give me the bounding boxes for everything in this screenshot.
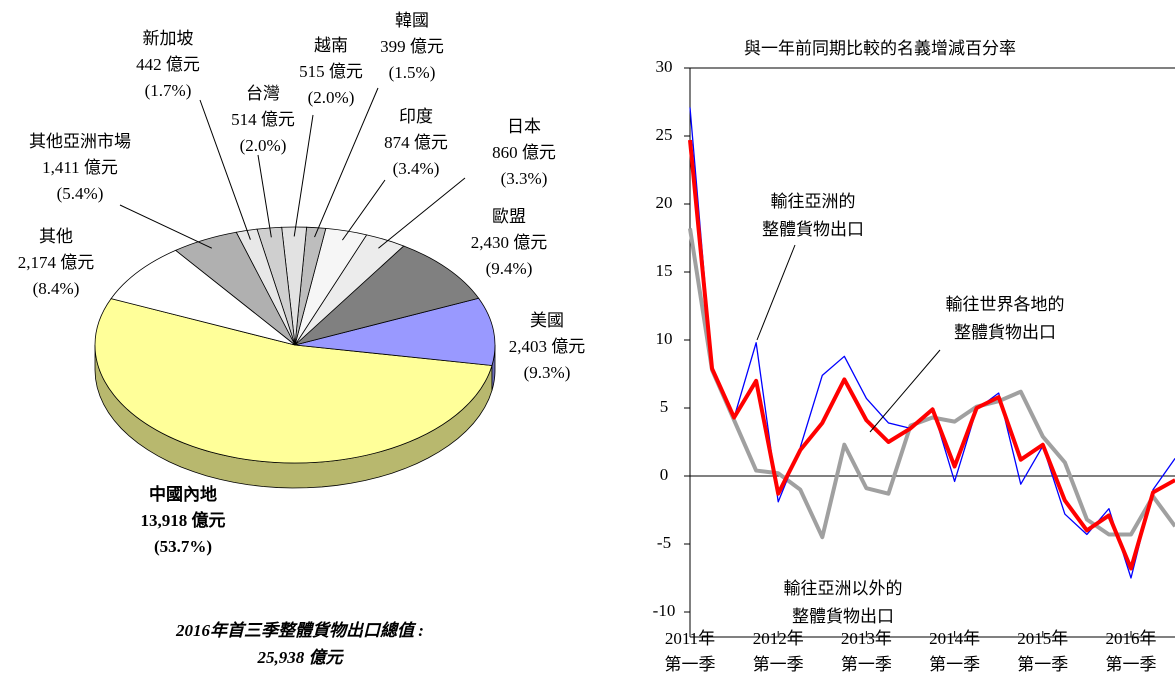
pie-slice xyxy=(294,297,496,366)
slice-percent-label: (53.7%) xyxy=(154,537,212,556)
slice-name: 印度 xyxy=(399,107,433,126)
y-tick-label: -10 xyxy=(653,601,676,620)
slice-percent-label: (2.0%) xyxy=(240,136,287,155)
y-tick-label: 15 xyxy=(656,261,673,280)
leader-line xyxy=(869,349,941,433)
lines xyxy=(688,107,1175,579)
x-tick-label: 2014年第一季 xyxy=(929,629,980,674)
series-label: 輸往世界各地的整體貨物出口 xyxy=(946,295,1065,342)
slice-percent-label: (2.0%) xyxy=(308,88,355,107)
slice-value-label: 442 億元 xyxy=(136,55,200,74)
slice-name: 韓國 xyxy=(395,11,429,30)
line-title: 與一年前同期比較的名義增減百分率 xyxy=(744,39,1016,58)
x-tick-label: 2013年第一季 xyxy=(841,629,892,674)
y-tick-label: 10 xyxy=(656,329,673,348)
y-tick-label: 5 xyxy=(660,397,669,416)
x-tick-label: 2012年第一季 xyxy=(753,629,804,674)
pie-slice xyxy=(110,249,296,346)
leader-line xyxy=(199,99,251,240)
slice-value-label: 2,430 億元 xyxy=(471,233,548,252)
slice-value-label: 1,411 億元 xyxy=(42,158,118,177)
slice-percent-label: (9.4%) xyxy=(486,259,533,278)
slice-name: 其他 xyxy=(39,227,73,246)
slice-name: 越南 xyxy=(314,36,348,55)
x-tick-label: 2011年第一季 xyxy=(665,629,716,674)
slice-value-label: 515 億元 xyxy=(299,62,363,81)
leader-line xyxy=(378,177,466,249)
slice-value-label: 2,403 億元 xyxy=(509,337,586,356)
y-tick-label: 20 xyxy=(656,193,673,212)
leader-line xyxy=(756,244,796,341)
slice-percent-label: (3.3%) xyxy=(501,169,548,188)
pie-slice xyxy=(94,298,493,464)
slice-name: 歐盟 xyxy=(492,207,526,226)
slice-value-label: 399 億元 xyxy=(380,37,444,56)
series-line xyxy=(688,139,1175,571)
leader-line xyxy=(341,179,386,241)
slice-percent-label: (3.4%) xyxy=(393,159,440,178)
pie-slice xyxy=(294,245,480,346)
slice-value-label: 13,918 億元 xyxy=(141,510,226,530)
y-tick-label: 30 xyxy=(656,57,673,76)
slice-name: 中國內地 xyxy=(149,484,217,504)
leader-line xyxy=(293,114,314,237)
slice-percent-label: (1.7%) xyxy=(145,81,192,100)
leader-line xyxy=(119,204,213,249)
x-tick-label: 2016年第一季 xyxy=(1106,629,1157,674)
series-line xyxy=(689,107,1175,579)
slice-value-label: 874 億元 xyxy=(384,133,448,152)
slice-value-label: 860 億元 xyxy=(492,143,556,162)
slice-name: 其他亞洲市場 xyxy=(29,132,131,151)
slice-percent-label: (5.4%) xyxy=(57,184,104,203)
slice-value-label: 2,174 億元 xyxy=(18,253,95,272)
y-tick-label: 0 xyxy=(660,465,669,484)
series-line xyxy=(688,228,1175,540)
pie-title: 2016年首三季整體貨物出口總值 : xyxy=(175,621,424,640)
series-label: 輸往亞洲的整體貨物出口 xyxy=(762,192,864,239)
x-tick-label: 2015年第一季 xyxy=(1017,629,1068,674)
slice-percent-label: (8.4%) xyxy=(33,279,80,298)
slice-percent-label: (9.3%) xyxy=(524,363,571,382)
slice-percent-label: (1.5%) xyxy=(389,63,436,82)
slice-name: 台灣 xyxy=(246,84,280,103)
slice-value-label: 514 億元 xyxy=(231,110,295,129)
y-tick-label: 25 xyxy=(656,125,673,144)
y-tick-label: -5 xyxy=(657,533,671,552)
slice-name: 美國 xyxy=(530,311,564,330)
series-label: 輸往亞洲以外的整體貨物出口 xyxy=(784,579,903,626)
leader-line xyxy=(257,154,272,238)
slice-name: 日本 xyxy=(507,117,541,136)
leader-line xyxy=(314,87,379,238)
slice-name: 新加坡 xyxy=(143,29,194,48)
pie-total: 25,938 億元 xyxy=(257,648,345,667)
